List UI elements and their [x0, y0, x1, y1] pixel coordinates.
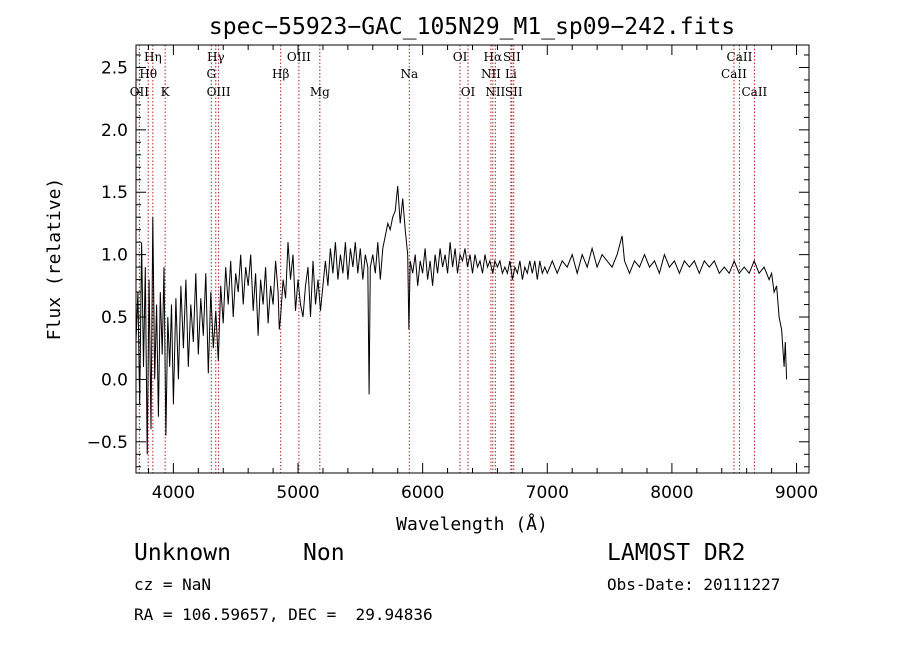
spectral-line-label: Hθ [139, 67, 157, 81]
y-tick-label: 2.5 [101, 58, 128, 78]
spectral-line-label: Hγ [207, 50, 225, 64]
spectral-line-label: K [161, 85, 171, 99]
spectral-line-label: Mg [310, 85, 330, 99]
y-tick-label: 0.0 [101, 370, 128, 390]
x-axis-label: Wavelength (Å) [396, 513, 548, 535]
y-axis-label: Flux (relative) [44, 178, 65, 341]
spectral-line-label: OI [453, 50, 468, 64]
y-tick-label: 0.5 [101, 308, 128, 328]
chart-title: spec−55923−GAC_105N29_M1_sp09−242.fits [209, 14, 735, 40]
spectral-line-label: SII [503, 50, 521, 64]
coordinates: RA = 106.59657, DEC = 29.94836 [134, 605, 433, 624]
spectral-line-label: OIII [287, 50, 311, 64]
spectral-line-label: NII [481, 67, 501, 81]
observation-date: Obs-Date: 20111227 [607, 575, 781, 594]
y-tick-label: 2.0 [101, 121, 128, 141]
flux-series-line [135, 185, 788, 455]
spectral-line-label: NII [485, 85, 505, 99]
spectral-line-label: Li [505, 67, 517, 81]
redshift-value: cz = NaN [134, 575, 212, 594]
y-tick-label: 1.5 [101, 183, 128, 203]
spectral-line-label: Hη [144, 50, 162, 64]
x-tick-label: 6000 [401, 483, 444, 503]
y-tick-label: 1.0 [101, 246, 128, 266]
x-tick-label: 9000 [775, 483, 818, 503]
x-tick-label: 7000 [526, 483, 569, 503]
spectral-line-label: Na [400, 67, 418, 81]
y-axis-ticks: −0.5 0.0 0.5 1.0 1.5 2.0 2.5 [87, 54, 809, 468]
spectral-line-label: CaII [741, 85, 767, 99]
object-subclass: Non [303, 540, 345, 566]
object-class: Unknown [134, 540, 231, 566]
plot-frame [135, 44, 810, 474]
spectral-line-label: CaII [721, 67, 747, 81]
spectral-line-label: OIII [207, 85, 231, 99]
spectral-line-label: Hβ [272, 67, 289, 81]
spectral-line-label: Hα [484, 50, 503, 64]
x-axis-ticks: 4000 5000 6000 7000 8000 9000 [147, 45, 818, 503]
spectral-line-markers: OIIHηHθKHγGOIIIOIIIHβMgNaOIOIHαNIINIISII… [130, 45, 768, 473]
x-tick-label: 8000 [650, 483, 693, 503]
spectral-line-label: SII [505, 85, 523, 99]
y-tick-label: −0.5 [87, 433, 128, 453]
x-tick-label: 5000 [276, 483, 319, 503]
survey-name: LAMOST DR2 [607, 540, 746, 566]
spectral-line-label: OI [461, 85, 476, 99]
spectral-line-label: CaII [727, 50, 753, 64]
x-tick-label: 4000 [152, 483, 195, 503]
spectral-line-label: G [206, 67, 216, 81]
